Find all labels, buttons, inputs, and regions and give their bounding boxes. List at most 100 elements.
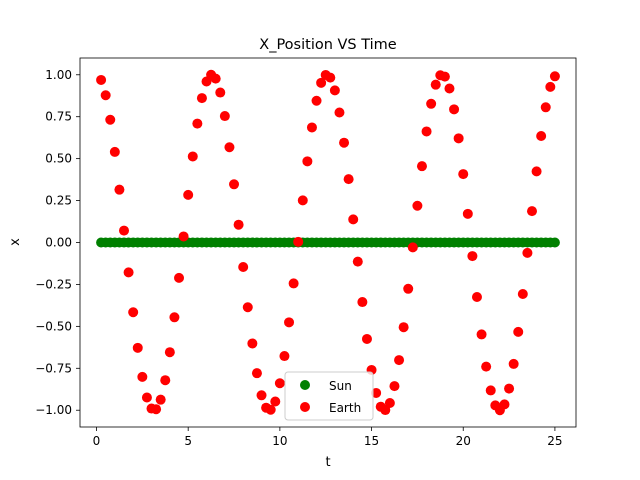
earth-point [132, 342, 143, 353]
earth-point [247, 338, 258, 349]
earth-point [348, 214, 359, 225]
earth-point [453, 133, 464, 144]
y-tick-label: 0.75 [45, 110, 72, 124]
earth-point [137, 371, 148, 382]
earth-point [481, 361, 492, 372]
earth-point [155, 394, 166, 405]
earth-point [270, 396, 281, 407]
y-tick-label: 0.00 [45, 236, 72, 250]
earth-point [109, 146, 120, 157]
earth-point [361, 333, 372, 344]
legend-marker-earth [300, 402, 310, 412]
earth-point [242, 302, 253, 313]
y-axis-label: x [8, 238, 23, 246]
earth-point [183, 189, 194, 200]
x-tick-label: 10 [272, 434, 287, 448]
earth-point [151, 404, 162, 415]
earth-point [164, 347, 175, 358]
earth-point [531, 166, 542, 177]
y-tick-label: −0.75 [35, 361, 72, 375]
earth-point [430, 79, 441, 90]
earth-point [311, 95, 322, 106]
earth-point [499, 399, 510, 410]
earth-point [421, 126, 432, 137]
earth-point [174, 272, 185, 283]
earth-point [316, 77, 327, 88]
earth-point [306, 122, 317, 133]
earth-point [229, 179, 240, 190]
x-axis-label: t [325, 455, 330, 470]
earth-point [114, 184, 125, 195]
x-tick-label: 0 [93, 434, 101, 448]
earth-point [334, 107, 345, 118]
earth-point [439, 71, 450, 82]
earth-point [504, 383, 515, 394]
earth-point [426, 98, 437, 109]
earth-point [403, 283, 414, 294]
earth-point [100, 90, 111, 101]
earth-point [462, 208, 473, 219]
earth-point [128, 307, 139, 318]
earth-point [196, 93, 207, 104]
earth-point [238, 261, 249, 272]
legend: Sun Earth [284, 371, 374, 421]
legend-marker-sun [300, 380, 310, 390]
x-tick-label: 20 [456, 434, 471, 448]
earth-point [339, 137, 350, 148]
chart-title: X_Position VS Time [259, 37, 397, 53]
earth-point [210, 73, 221, 84]
earth-point [297, 195, 308, 206]
legend-label-earth: Earth [329, 401, 361, 415]
earth-point [284, 317, 295, 328]
earth-point [398, 322, 409, 333]
earth-point [522, 247, 533, 258]
earth-point [394, 355, 405, 366]
y-tick-label: −0.25 [35, 277, 72, 291]
earth-point [485, 385, 496, 396]
earth-point [233, 219, 244, 230]
earth-point [288, 278, 299, 289]
earth-point [458, 169, 469, 180]
x-tick-label: 15 [364, 434, 379, 448]
earth-point [178, 231, 189, 242]
earth-point [352, 256, 363, 267]
earth-point [302, 156, 313, 167]
earth-point [545, 81, 556, 92]
earth-point [169, 312, 180, 323]
earth-point [540, 102, 551, 113]
y-tick-label: 1.00 [45, 68, 72, 82]
earth-point [513, 326, 524, 337]
earth-point [265, 404, 276, 415]
sun-point [549, 237, 560, 248]
earth-point [471, 292, 482, 303]
y-tick-label: 0.50 [45, 152, 72, 166]
earth-point [251, 368, 262, 379]
earth-point [467, 251, 478, 262]
legend-label-sun: Sun [329, 379, 352, 393]
y-axis-ticks: 1.00 0.75 0.50 0.25 0.00 −0.25 −0.50 −0.75 −1.00 [35, 68, 80, 417]
earth-point [215, 87, 226, 98]
earth-point [444, 83, 455, 94]
earth-point [517, 288, 528, 299]
earth-point [412, 200, 423, 211]
y-tick-label: −0.50 [35, 319, 72, 333]
earth-point [343, 174, 354, 185]
earth-point [449, 104, 460, 115]
earth-point [325, 72, 336, 83]
earth-point [224, 142, 235, 153]
y-tick-label: 0.25 [45, 194, 72, 208]
earth-point [187, 151, 198, 162]
earth-point [105, 114, 116, 125]
earth-point [119, 225, 130, 236]
earth-point [279, 351, 290, 362]
earth-point [141, 392, 152, 403]
earth-point [508, 358, 519, 369]
y-tick-label: −1.00 [35, 403, 72, 417]
earth-point [357, 297, 368, 308]
earth-point [416, 161, 427, 172]
earth-point [526, 206, 537, 217]
earth-point [329, 85, 340, 96]
earth-point [476, 329, 487, 340]
x-axis-ticks: 0 5 10 15 20 25 [93, 427, 563, 448]
